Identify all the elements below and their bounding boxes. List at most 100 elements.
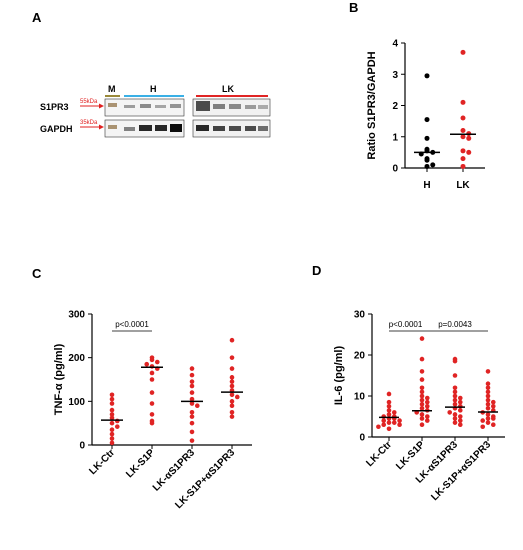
x-category-label: LK-S1P+αS1PR3 [429, 439, 493, 503]
data-point [149, 401, 155, 406]
data-point [419, 397, 425, 403]
data-point [457, 403, 463, 409]
data-point [189, 366, 195, 371]
data-point [419, 356, 425, 362]
data-point [386, 403, 392, 409]
data-point [485, 369, 491, 374]
y-tick-label: 100 [68, 397, 85, 408]
data-point [109, 407, 115, 413]
data-point [457, 395, 463, 401]
data-point [376, 424, 381, 430]
data-point [109, 396, 115, 402]
data-point [485, 420, 491, 425]
data-point [189, 383, 195, 389]
x-category-label: LK-Ctr [364, 439, 394, 469]
data-point [386, 408, 392, 413]
data-point [229, 383, 235, 389]
data-point [457, 422, 463, 428]
data-point [229, 375, 235, 380]
data-point [109, 436, 115, 441]
data-point [149, 390, 155, 395]
data-point [424, 157, 430, 163]
data-point [386, 391, 392, 397]
data-point [419, 377, 425, 382]
data-point [189, 438, 195, 443]
data-point [149, 412, 155, 417]
data-point [460, 49, 466, 55]
data-point [485, 389, 491, 395]
data-point [480, 418, 486, 423]
blot-bands [108, 101, 268, 132]
data-point [194, 403, 200, 409]
data-point [424, 403, 430, 409]
data-point [460, 99, 466, 105]
data-point [485, 401, 491, 407]
data-point [490, 403, 496, 409]
data-point [149, 370, 155, 376]
h-group-bar [124, 95, 184, 97]
data-point [109, 412, 115, 417]
y-tick-label: 10 [354, 392, 366, 403]
data-point [480, 424, 486, 430]
data-point [229, 414, 235, 419]
data-point [452, 373, 458, 378]
data-point [452, 385, 458, 391]
x-category-label: LK-S1P [394, 439, 427, 472]
x-category-label: LK [456, 180, 470, 191]
lane-label-marker: M [108, 84, 116, 94]
x-category-label: LK-Ctr [87, 447, 117, 477]
data-point [424, 73, 430, 79]
y-tick-label: 3 [392, 70, 398, 81]
y-axis-title: IL-6 (pg/ml) [333, 346, 345, 406]
y-tick-label: 20 [354, 351, 366, 362]
data-point [189, 390, 195, 395]
data-point [114, 424, 120, 429]
y-tick-label: 2 [392, 101, 398, 112]
data-point [430, 162, 436, 168]
data-point [229, 366, 235, 371]
data-point [452, 416, 458, 421]
y-axis-title: Ratio S1PR3/GAPDH [366, 51, 378, 159]
data-point [424, 395, 430, 401]
data-point [419, 412, 425, 417]
data-point [457, 399, 463, 405]
data-point [189, 372, 195, 378]
data-point [109, 427, 115, 433]
data-point [485, 412, 491, 417]
data-point [189, 420, 195, 426]
data-point [419, 416, 425, 421]
data-point [189, 409, 195, 415]
x-category-label: H [423, 180, 430, 191]
data-point [229, 355, 235, 360]
data-point [485, 397, 491, 403]
data-point [460, 163, 466, 169]
data-point [381, 422, 387, 428]
panel-letter-b: B [349, 0, 358, 15]
data-point [419, 401, 425, 407]
data-point [234, 394, 240, 400]
data-point [460, 148, 466, 154]
y-tick-label: 0 [359, 433, 365, 444]
data-point [109, 440, 115, 446]
data-point [485, 385, 491, 391]
data-point [397, 418, 402, 423]
marker-lane-bar [105, 95, 120, 97]
data-point [381, 414, 387, 419]
data-point [452, 389, 458, 395]
p-value-label: p<0.0001 [115, 320, 149, 329]
data-point [397, 422, 402, 428]
p-value-label: p<0.0001 [389, 320, 423, 329]
p-value-label: p=0.0043 [438, 320, 472, 329]
data-point [490, 416, 496, 421]
data-point [466, 149, 472, 155]
data-point [424, 135, 430, 141]
data-point [419, 385, 425, 391]
data-point [452, 401, 458, 407]
data-point [109, 401, 115, 406]
data-point [229, 392, 235, 398]
data-point [189, 401, 195, 406]
data-point [452, 358, 458, 364]
data-point [460, 156, 466, 162]
data-point [386, 426, 392, 432]
